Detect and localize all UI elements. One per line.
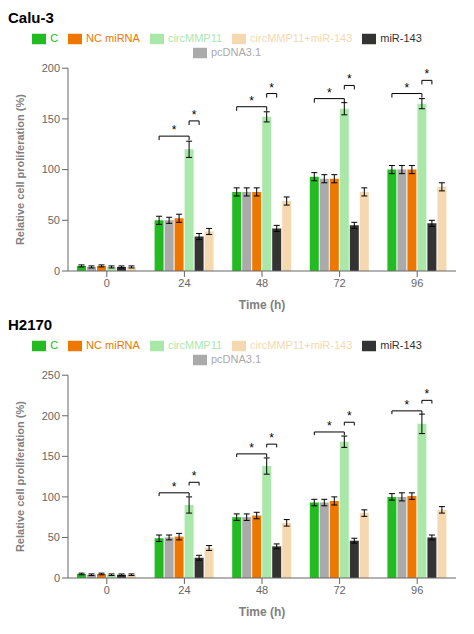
html-text:circMMP11+miR-143: circMMP11+miR-143 [250, 339, 353, 351]
svg-text:*: * [425, 387, 430, 401]
svg-text:100: 100 [42, 491, 60, 503]
html-text:C: C [50, 339, 59, 351]
svg-text:Time (h): Time (h) [239, 298, 285, 312]
svg-text:*: * [327, 419, 332, 433]
svg-text:48: 48 [256, 277, 268, 289]
svg-text:0: 0 [104, 277, 110, 289]
svg-text:*: * [425, 67, 430, 81]
svg-text:0: 0 [104, 584, 110, 596]
svg-text:72: 72 [333, 584, 345, 596]
html-text:circMMP11: circMMP11 [167, 32, 223, 44]
html-text:NC miRNA: NC miRNA [86, 339, 140, 351]
svg-text:*: * [269, 431, 274, 445]
svg-text:100: 100 [42, 163, 60, 175]
html-text:pcDNA3.1: pcDNA3.1 [210, 353, 262, 366]
svg-text:*: * [192, 108, 197, 122]
svg-text:96: 96 [411, 584, 423, 596]
svg-text:*: * [347, 72, 352, 86]
html-text:pcDNA3.1: pcDNA3.1 [210, 46, 262, 59]
svg-text:0: 0 [54, 572, 60, 584]
svg-text:Relative cell proliferation (%: Relative cell proliferation (%) [14, 401, 26, 552]
svg-text:*: * [172, 480, 177, 494]
svg-text:24: 24 [178, 584, 190, 596]
svg-text:150: 150 [42, 113, 60, 125]
html-text:miR-143: miR-143 [380, 339, 422, 351]
svg-text:250: 250 [42, 369, 60, 381]
svg-text:200: 200 [42, 62, 60, 74]
svg-text:*: * [192, 469, 197, 483]
html-text:Calu-3: Calu-3 [8, 9, 54, 26]
svg-text:50: 50 [48, 531, 60, 543]
svg-text:*: * [405, 81, 410, 95]
html-text:H2170: H2170 [8, 316, 53, 333]
svg-text:Time (h): Time (h) [239, 605, 285, 619]
svg-text:48: 48 [256, 584, 268, 596]
svg-text:24: 24 [178, 277, 190, 289]
svg-text:*: * [269, 81, 274, 95]
html-text:C: C [50, 32, 59, 44]
svg-text:*: * [249, 441, 254, 455]
svg-text:*: * [249, 94, 254, 108]
html-text:circMMP11: circMMP11 [167, 339, 223, 351]
svg-text:150: 150 [42, 450, 60, 462]
svg-text:*: * [405, 398, 410, 412]
svg-text:50: 50 [48, 214, 60, 226]
svg-text:*: * [172, 123, 177, 137]
svg-text:*: * [327, 86, 332, 100]
svg-text:*: * [347, 409, 352, 423]
html-text:circMMP11+miR-143: circMMP11+miR-143 [250, 32, 353, 44]
svg-text:200: 200 [42, 410, 60, 422]
html-text:NC miRNA: NC miRNA [86, 32, 140, 44]
svg-text:72: 72 [333, 277, 345, 289]
svg-text:96: 96 [411, 277, 423, 289]
svg-text:Relative cell proliferation (%: Relative cell proliferation (%) [14, 94, 26, 245]
html-text:miR-143: miR-143 [380, 32, 422, 44]
svg-text:0: 0 [54, 265, 60, 277]
